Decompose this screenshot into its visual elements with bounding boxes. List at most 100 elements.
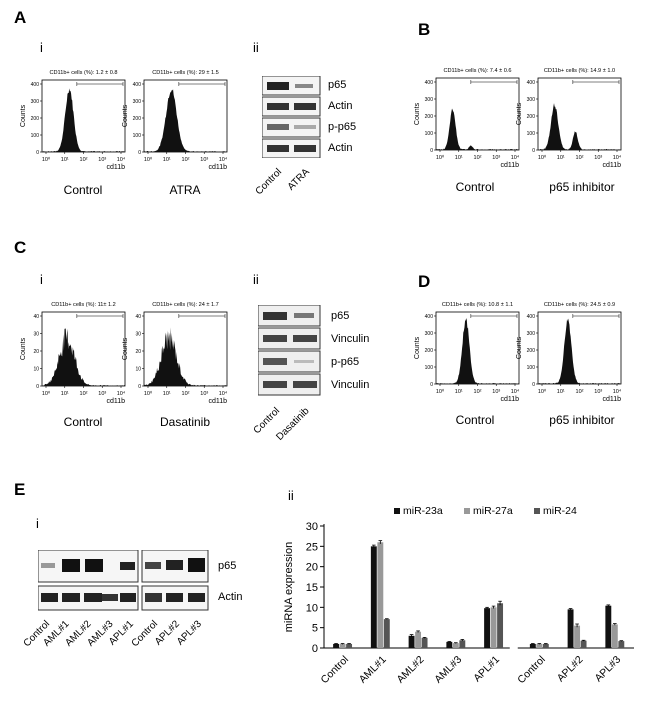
panel-letter-a: A: [14, 8, 27, 27]
x-tick-label: APL#1: [471, 654, 502, 685]
y-tick-label: 40: [135, 314, 141, 320]
blot-c-label-1: p65: [331, 310, 350, 322]
caption-a-atra: ATRA: [169, 183, 201, 197]
y-tick-label: 5: [312, 623, 318, 635]
y-axis-label: Counts: [122, 337, 129, 360]
x-tick-label: 10¹: [61, 157, 69, 163]
blot-a-label-3: p-p65: [328, 121, 357, 133]
blot-a: [261, 75, 322, 163]
panel-letter-c: C: [14, 238, 27, 257]
y-tick-label: 0: [430, 148, 433, 154]
x-axis-label: cd11b: [208, 164, 227, 171]
cd11b-stat-label: CD11b+ cells (%): 24 ± 1.7: [152, 302, 219, 308]
blot-c-image: [257, 304, 321, 396]
y-axis-label: Counts: [414, 102, 421, 125]
y-tick-label: 0: [138, 384, 141, 390]
y-tick-label: 300: [527, 97, 536, 103]
x-tick-label: AML#2: [394, 654, 426, 686]
blot-e-label-2: Actin: [218, 591, 243, 603]
y-tick-label: 0: [138, 150, 141, 156]
y-tick-label: 100: [425, 365, 434, 371]
y-tick-label: 0: [532, 382, 535, 388]
x-tick-label: 10⁰: [436, 388, 445, 395]
y-tick-label: 200: [31, 116, 40, 122]
bar: [446, 641, 453, 648]
blot-c: [257, 304, 322, 402]
panel-e-ii-label: ii: [288, 488, 294, 503]
histogram-a-control: CD11b+ cells (%): 1.2 ± 0.8 Counts 400 300 2…: [20, 70, 126, 171]
panel-letter-e: E: [14, 480, 26, 499]
y-axis-label: Counts: [20, 337, 27, 360]
x-tick-label: 10⁴: [117, 156, 126, 163]
y-tick-label: 10: [306, 602, 318, 614]
caption-d-control: Control: [455, 413, 495, 427]
x-tick-label: 10¹: [61, 391, 69, 397]
legend-swatch: [534, 508, 540, 514]
x-tick-label: 10⁰: [42, 390, 51, 397]
x-tick-label: 10³: [594, 389, 602, 395]
x-tick-label: 10⁰: [538, 388, 547, 395]
plot-frame: [41, 79, 126, 153]
histogram-a-atra: CD11b+ cells (%): 29 ± 1.5 Counts 400 300 20…: [122, 70, 228, 171]
histogram-d-control: CD11b+ cells (%): 10.8 ± 1.1 Counts 400 300…: [414, 302, 520, 403]
y-tick-label: 30: [306, 521, 318, 533]
histogram-d-p65-inhibitor: CD11b+ cells (%): 24.5 ± 0.9 Counts 400 300…: [516, 302, 622, 403]
x-tick-label: AML#1: [357, 654, 389, 686]
bar: [484, 608, 491, 648]
x-tick-label: 10⁴: [219, 390, 228, 397]
y-tick-label: 20: [306, 562, 318, 574]
bar: [605, 605, 612, 648]
x-tick-label: APL#2: [555, 654, 586, 685]
cd11b-stat-label: CD11b+ cells (%): 24.5 ± 0.9: [544, 302, 615, 308]
y-tick-label: 15: [306, 582, 318, 594]
legend-swatch: [394, 508, 400, 514]
panel-a-ii-label: ii: [253, 40, 259, 55]
y-tick-label: 300: [133, 99, 142, 105]
x-axis-label: cd11b: [500, 162, 519, 169]
y-tick-label: 0: [312, 643, 318, 655]
x-tick-label: 10²: [182, 157, 190, 163]
bar: [536, 643, 543, 648]
y-tick-label: 0: [430, 382, 433, 388]
blot-e-lane-6: Control: [129, 618, 160, 650]
legend-label: miR-24: [543, 505, 577, 517]
cd11b-stat-label: CD11b+ cells (%): 1.2 ± 0.8: [49, 70, 117, 76]
cd11b-stat-label: CD11b+ cells (%): 14.9 ± 1.0: [544, 68, 615, 74]
x-tick-label: 10⁰: [538, 154, 547, 161]
histogram-c-control: CD11b+ cells (%): 11± 1.2 Counts 40 30 20 10 0…: [20, 302, 126, 405]
y-tick-label: 0: [532, 148, 535, 154]
y-tick-label: 400: [425, 314, 434, 320]
panel-c-i-label: i: [40, 272, 43, 287]
x-tick-label: 10⁴: [511, 154, 520, 161]
x-tick-label: Control: [515, 654, 547, 686]
y-tick-label: 30: [135, 332, 141, 338]
x-tick-label: APL#3: [592, 654, 623, 685]
y-tick-label: 40: [33, 314, 39, 320]
y-tick-label: 25: [306, 541, 318, 553]
cd11b-stat-label: CD11b+ cells (%): 29 ± 1.5: [152, 70, 219, 76]
x-tick-label: 10²: [576, 155, 584, 161]
x-tick-label: 10⁴: [613, 154, 622, 161]
x-tick-label: 10⁰: [144, 390, 153, 397]
histogram-fill: [42, 328, 125, 386]
y-tick-label: 0: [36, 384, 39, 390]
y-axis-label: miRNA expression: [283, 542, 295, 632]
y-tick-label: 400: [133, 82, 142, 88]
x-tick-label: 10¹: [455, 389, 463, 395]
y-tick-label: 30: [33, 332, 39, 338]
x-tick-label: 10²: [80, 157, 88, 163]
legend-swatch: [464, 508, 470, 514]
x-tick-label: 10³: [200, 391, 208, 397]
histogram-fill: [144, 327, 227, 386]
x-tick-label: 10³: [492, 389, 500, 395]
x-axis-label: cd11b: [602, 162, 621, 169]
y-tick-label: 20: [135, 349, 141, 355]
x-tick-label: 10⁴: [117, 390, 126, 397]
bar: [383, 619, 390, 648]
bar: [529, 643, 536, 648]
y-tick-label: 20: [33, 349, 39, 355]
bar: [459, 640, 466, 648]
y-tick-label: 400: [425, 80, 434, 86]
blot-a-image: [261, 75, 321, 159]
y-tick-label: 10: [33, 367, 39, 373]
